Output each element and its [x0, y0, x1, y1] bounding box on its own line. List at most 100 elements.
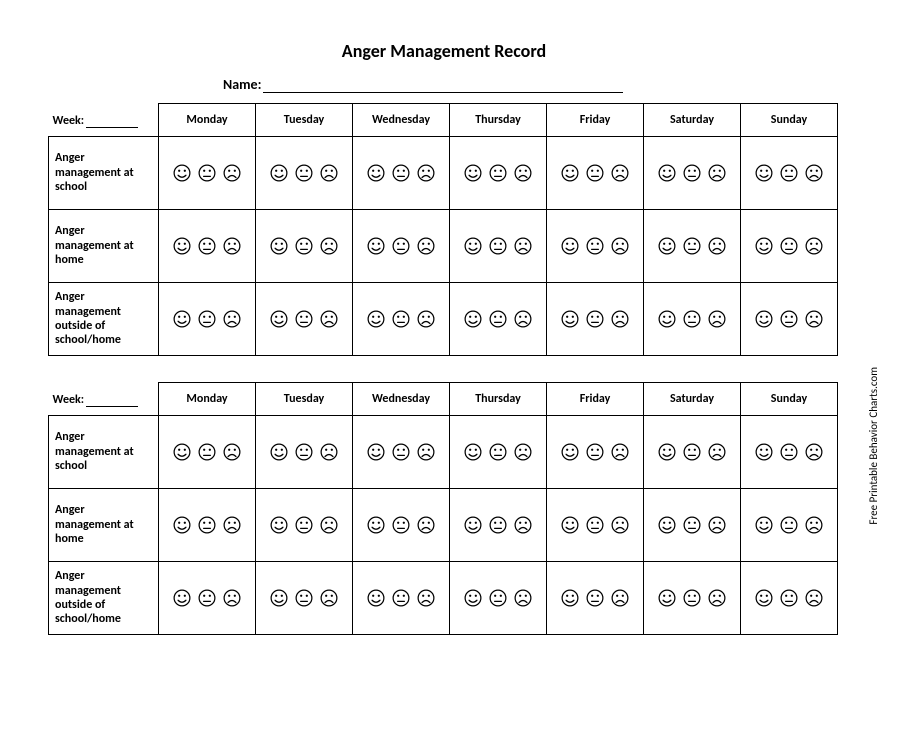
sad-face-icon[interactable]	[805, 516, 823, 534]
sad-face-icon[interactable]	[514, 237, 532, 255]
week-input-line[interactable]	[86, 396, 138, 407]
sad-face-icon[interactable]	[611, 516, 629, 534]
sad-face-icon[interactable]	[805, 237, 823, 255]
neutral-face-icon[interactable]	[683, 164, 701, 182]
sad-face-icon[interactable]	[514, 589, 532, 607]
sad-face-icon[interactable]	[320, 589, 338, 607]
neutral-face-icon[interactable]	[295, 310, 313, 328]
neutral-face-icon[interactable]	[295, 237, 313, 255]
happy-face-icon[interactable]	[755, 589, 773, 607]
happy-face-icon[interactable]	[561, 516, 579, 534]
sad-face-icon[interactable]	[223, 237, 241, 255]
neutral-face-icon[interactable]	[780, 589, 798, 607]
neutral-face-icon[interactable]	[683, 443, 701, 461]
happy-face-icon[interactable]	[270, 516, 288, 534]
neutral-face-icon[interactable]	[683, 237, 701, 255]
happy-face-icon[interactable]	[755, 443, 773, 461]
happy-face-icon[interactable]	[367, 589, 385, 607]
neutral-face-icon[interactable]	[586, 237, 604, 255]
happy-face-icon[interactable]	[561, 443, 579, 461]
sad-face-icon[interactable]	[417, 443, 435, 461]
neutral-face-icon[interactable]	[489, 443, 507, 461]
happy-face-icon[interactable]	[464, 310, 482, 328]
happy-face-icon[interactable]	[173, 237, 191, 255]
happy-face-icon[interactable]	[755, 237, 773, 255]
happy-face-icon[interactable]	[464, 589, 482, 607]
neutral-face-icon[interactable]	[780, 443, 798, 461]
happy-face-icon[interactable]	[173, 164, 191, 182]
sad-face-icon[interactable]	[708, 310, 726, 328]
neutral-face-icon[interactable]	[780, 164, 798, 182]
neutral-face-icon[interactable]	[198, 310, 216, 328]
neutral-face-icon[interactable]	[780, 237, 798, 255]
neutral-face-icon[interactable]	[198, 589, 216, 607]
name-input-line[interactable]	[263, 80, 623, 93]
happy-face-icon[interactable]	[270, 237, 288, 255]
sad-face-icon[interactable]	[708, 516, 726, 534]
neutral-face-icon[interactable]	[392, 516, 410, 534]
sad-face-icon[interactable]	[514, 310, 532, 328]
sad-face-icon[interactable]	[417, 516, 435, 534]
happy-face-icon[interactable]	[173, 443, 191, 461]
neutral-face-icon[interactable]	[198, 516, 216, 534]
sad-face-icon[interactable]	[611, 310, 629, 328]
happy-face-icon[interactable]	[755, 310, 773, 328]
neutral-face-icon[interactable]	[295, 589, 313, 607]
happy-face-icon[interactable]	[561, 237, 579, 255]
happy-face-icon[interactable]	[464, 164, 482, 182]
happy-face-icon[interactable]	[173, 589, 191, 607]
happy-face-icon[interactable]	[755, 164, 773, 182]
happy-face-icon[interactable]	[658, 443, 676, 461]
happy-face-icon[interactable]	[658, 310, 676, 328]
sad-face-icon[interactable]	[417, 237, 435, 255]
sad-face-icon[interactable]	[708, 443, 726, 461]
happy-face-icon[interactable]	[367, 516, 385, 534]
neutral-face-icon[interactable]	[392, 310, 410, 328]
sad-face-icon[interactable]	[223, 310, 241, 328]
neutral-face-icon[interactable]	[198, 237, 216, 255]
neutral-face-icon[interactable]	[295, 516, 313, 534]
sad-face-icon[interactable]	[611, 164, 629, 182]
sad-face-icon[interactable]	[611, 237, 629, 255]
happy-face-icon[interactable]	[658, 589, 676, 607]
neutral-face-icon[interactable]	[489, 310, 507, 328]
sad-face-icon[interactable]	[223, 164, 241, 182]
sad-face-icon[interactable]	[223, 516, 241, 534]
neutral-face-icon[interactable]	[392, 443, 410, 461]
neutral-face-icon[interactable]	[489, 589, 507, 607]
sad-face-icon[interactable]	[805, 443, 823, 461]
neutral-face-icon[interactable]	[392, 237, 410, 255]
neutral-face-icon[interactable]	[586, 443, 604, 461]
happy-face-icon[interactable]	[464, 443, 482, 461]
sad-face-icon[interactable]	[320, 443, 338, 461]
happy-face-icon[interactable]	[561, 310, 579, 328]
sad-face-icon[interactable]	[514, 443, 532, 461]
sad-face-icon[interactable]	[514, 164, 532, 182]
sad-face-icon[interactable]	[611, 443, 629, 461]
sad-face-icon[interactable]	[320, 516, 338, 534]
happy-face-icon[interactable]	[658, 164, 676, 182]
sad-face-icon[interactable]	[417, 164, 435, 182]
happy-face-icon[interactable]	[561, 164, 579, 182]
sad-face-icon[interactable]	[417, 589, 435, 607]
sad-face-icon[interactable]	[320, 164, 338, 182]
happy-face-icon[interactable]	[658, 516, 676, 534]
happy-face-icon[interactable]	[367, 310, 385, 328]
happy-face-icon[interactable]	[755, 516, 773, 534]
sad-face-icon[interactable]	[708, 589, 726, 607]
happy-face-icon[interactable]	[367, 164, 385, 182]
neutral-face-icon[interactable]	[683, 310, 701, 328]
sad-face-icon[interactable]	[805, 310, 823, 328]
neutral-face-icon[interactable]	[198, 164, 216, 182]
happy-face-icon[interactable]	[367, 443, 385, 461]
sad-face-icon[interactable]	[805, 589, 823, 607]
sad-face-icon[interactable]	[417, 310, 435, 328]
happy-face-icon[interactable]	[464, 237, 482, 255]
happy-face-icon[interactable]	[367, 237, 385, 255]
neutral-face-icon[interactable]	[392, 164, 410, 182]
neutral-face-icon[interactable]	[489, 164, 507, 182]
sad-face-icon[interactable]	[223, 443, 241, 461]
neutral-face-icon[interactable]	[489, 237, 507, 255]
happy-face-icon[interactable]	[464, 516, 482, 534]
neutral-face-icon[interactable]	[683, 516, 701, 534]
